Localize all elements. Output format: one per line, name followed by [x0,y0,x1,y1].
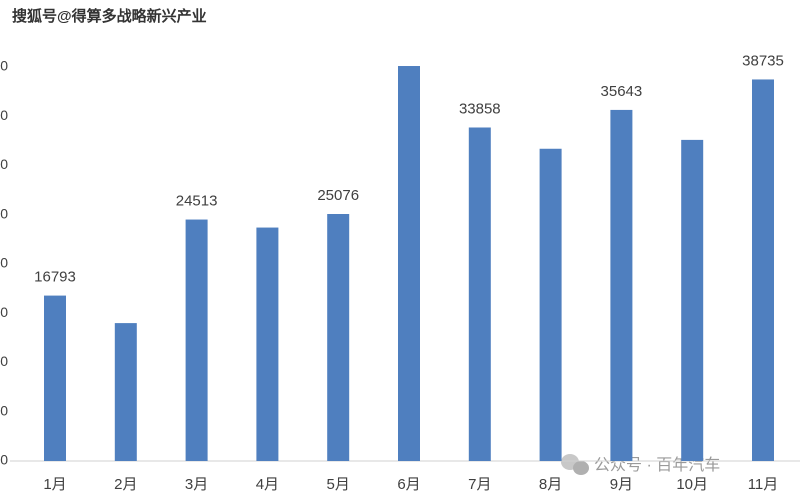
wechat-icon [561,454,589,475]
x-tick-label: 9月 [610,476,633,493]
x-tick-label: 2月 [114,476,137,493]
bar [468,127,491,461]
bar [681,139,704,461]
y-tick-label: 0 [0,452,8,468]
bar [256,227,279,461]
value-label: 25076 [317,187,359,204]
x-tick-label: 1月 [43,476,66,493]
bar [114,323,137,461]
y-tick-label: 10000 [0,353,8,369]
bar [752,79,774,461]
value-label: 33858 [459,100,501,117]
x-tick-label: 4月 [256,476,279,493]
bar [539,148,562,461]
x-tick-label: 7月 [468,476,491,493]
x-tick-label: 8月 [539,476,562,493]
y-tick-label: 5000 [0,402,8,418]
x-tick-label: 5月 [327,476,350,493]
y-tick-label: 20000 [0,255,8,271]
value-label: 35643 [601,83,643,100]
bar [185,219,208,461]
y-tick-label: 40000 [0,58,8,74]
x-tick-label: 10月 [676,476,708,493]
x-tick-label: 11月 [748,476,779,493]
bar [327,214,350,461]
watermark-top: 搜狐号@得算多战略新兴产业 [12,7,207,25]
value-label: 16793 [34,269,76,286]
y-tick-label: 15000 [0,304,8,320]
y-tick-label: 35000 [0,107,8,123]
x-tick-label: 3月 [185,476,208,493]
x-tick-label: 6月 [397,476,420,493]
value-label: 24513 [176,193,218,210]
value-label: 38735 [742,52,784,69]
bar [44,295,66,461]
bar [610,109,633,462]
y-tick-label: 25000 [0,205,8,221]
bar [398,66,420,461]
y-tick-label: 30000 [0,156,8,172]
